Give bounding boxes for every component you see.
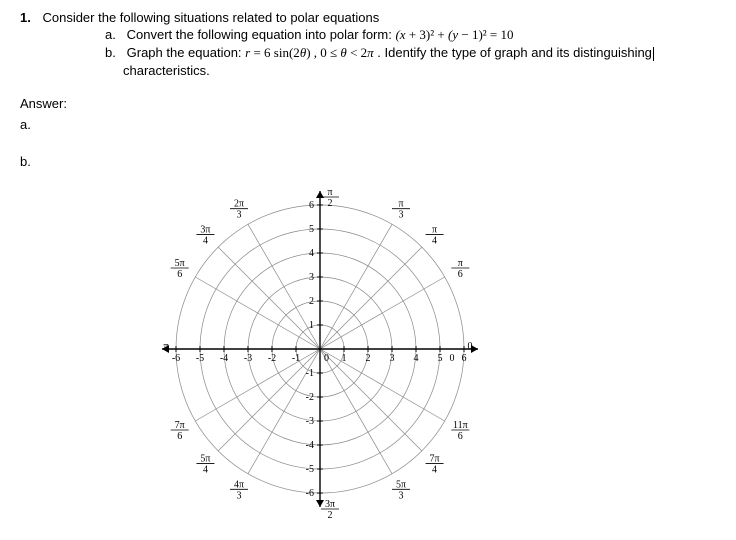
- svg-text:6: 6: [177, 431, 182, 442]
- answer-a-label: a.: [20, 117, 716, 132]
- svg-text:3: 3: [399, 210, 404, 221]
- svg-text:5: 5: [309, 224, 314, 235]
- svg-text:-2: -2: [268, 353, 276, 364]
- question-part-a: a. Convert the following equation into p…: [105, 27, 716, 43]
- svg-text:6: 6: [458, 269, 463, 280]
- question-part-b-cont: characteristics.: [123, 63, 716, 78]
- svg-text:5: 5: [438, 353, 443, 364]
- svg-text:3: 3: [399, 490, 404, 501]
- svg-text:3: 3: [309, 272, 314, 283]
- question-number: 1.: [20, 10, 31, 25]
- svg-text:4: 4: [309, 248, 314, 259]
- svg-text:3π: 3π: [325, 499, 335, 510]
- question-stem: Consider the following situations relate…: [42, 10, 379, 25]
- svg-text:-6: -6: [306, 488, 314, 499]
- svg-text:π: π: [398, 199, 403, 210]
- svg-text:3: 3: [390, 353, 395, 364]
- svg-text:2: 2: [328, 510, 333, 521]
- svg-text:2: 2: [328, 198, 333, 209]
- svg-text:2π: 2π: [234, 199, 244, 210]
- svg-text:6: 6: [309, 200, 314, 211]
- svg-text:4: 4: [414, 353, 419, 364]
- answer-heading: Answer:: [20, 96, 716, 111]
- svg-text:4: 4: [203, 235, 208, 246]
- part-b-text-post: . Identify the type of graph and its dis…: [377, 45, 652, 60]
- svg-text:0: 0: [450, 353, 455, 364]
- svg-text:-2: -2: [306, 392, 314, 403]
- svg-text:4π: 4π: [234, 479, 244, 490]
- svg-text:-4: -4: [220, 353, 228, 364]
- svg-text:6: 6: [458, 431, 463, 442]
- svg-text:0: 0: [468, 341, 473, 352]
- part-a-label: a.: [105, 27, 123, 42]
- svg-text:4: 4: [432, 235, 437, 246]
- svg-text:-3: -3: [244, 353, 252, 364]
- question-line: 1. Consider the following situations rel…: [20, 10, 716, 25]
- answer-b-label: b.: [20, 154, 716, 169]
- svg-text:-1: -1: [306, 368, 314, 379]
- svg-text:π: π: [327, 187, 332, 198]
- svg-text:2: 2: [309, 296, 314, 307]
- svg-text:-6: -6: [172, 353, 180, 364]
- part-a-text: Convert the following equation into pola…: [127, 27, 396, 42]
- part-b-label: b.: [105, 45, 123, 60]
- svg-text:7π: 7π: [175, 420, 185, 431]
- svg-text:6: 6: [177, 269, 182, 280]
- svg-text:3π: 3π: [200, 224, 210, 235]
- svg-text:-5: -5: [196, 353, 204, 364]
- svg-text:11π: 11π: [453, 420, 468, 431]
- svg-text:-3: -3: [306, 416, 314, 427]
- svg-text:-1: -1: [292, 353, 300, 364]
- text-cursor: [653, 47, 654, 61]
- svg-text:π: π: [432, 224, 437, 235]
- part-b-equation: r = 6 sin(2θ) , 0 ≤ θ < 2π: [245, 45, 374, 60]
- svg-text:4: 4: [432, 465, 437, 476]
- svg-text:7π: 7π: [430, 454, 440, 465]
- svg-text:π: π: [163, 341, 168, 352]
- svg-text:3: 3: [237, 490, 242, 501]
- part-a-equation: (x + 3)² + (y − 1)² = 10: [395, 27, 513, 42]
- svg-text:0: 0: [324, 353, 329, 364]
- svg-text:6: 6: [462, 353, 467, 364]
- svg-text:2: 2: [366, 353, 371, 364]
- svg-text:1: 1: [342, 353, 347, 364]
- part-b-text: Graph the equation:: [127, 45, 246, 60]
- svg-text:1: 1: [309, 320, 314, 331]
- svg-text:5π: 5π: [396, 479, 406, 490]
- svg-text:3: 3: [237, 210, 242, 221]
- svg-text:5π: 5π: [175, 258, 185, 269]
- svg-text:5π: 5π: [200, 454, 210, 465]
- svg-text:-4: -4: [306, 440, 314, 451]
- svg-text:4: 4: [203, 465, 208, 476]
- question-part-b: b. Graph the equation: r = 6 sin(2θ) , 0…: [105, 45, 716, 61]
- svg-text:-5: -5: [306, 464, 314, 475]
- part-b-continuation: characteristics.: [123, 63, 210, 78]
- polar-grid-chart: -6-5-4-3-2-11234560-6-5-4-3-2-11234560π6…: [130, 179, 716, 532]
- svg-text:π: π: [458, 258, 463, 269]
